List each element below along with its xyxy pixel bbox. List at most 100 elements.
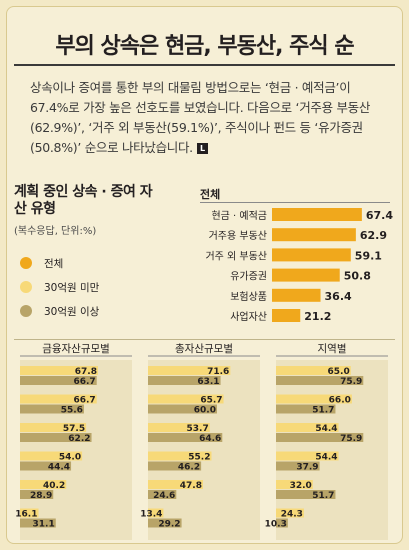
end-mark-icon: L [196,143,208,154]
over30-bar [148,376,221,385]
section-divider [14,339,395,340]
data-label: 36.4 [325,290,352,303]
over30-bar [20,433,92,442]
data-label: 54.4 [315,453,337,463]
data-label: 57.5 [63,424,85,434]
over30-bar [276,490,336,499]
over30-bar [148,490,177,499]
data-label: 67.4 [366,209,393,222]
chart-subtitle: 계획 중인 상속 · 증여 자산 유형 [14,184,153,217]
data-label: 31.1 [33,520,55,530]
chart-unit-note: (복수응답, 단위:%) [14,226,97,237]
legend-label: 전체 [44,257,64,270]
data-label: 53.7 [187,424,209,434]
legend-item-total: 전체 [20,252,99,274]
over30-bar [20,518,56,528]
data-label: 66.0 [329,396,351,406]
under30-bar [276,394,352,404]
data-label: 24.3 [281,510,303,520]
under30-bar [276,451,339,461]
under30-bar [276,423,339,432]
data-label: 37.9 [296,463,318,473]
total-bar [272,268,340,282]
total-bar [272,309,301,322]
over30-bar [20,490,54,499]
under30-bar [20,366,98,375]
data-label: 16.1 [15,510,37,520]
data-label: 21.2 [304,310,331,323]
total-bar [272,288,321,302]
data-label: 75.9 [340,377,362,387]
data-label: 13.4 [140,510,162,520]
total-chart-title: 전체 [200,188,221,201]
total-bar [272,208,362,221]
data-label: 66.7 [73,377,95,387]
data-label: 63.1 [197,377,219,387]
panel-title: 금융자산규모별 [42,343,110,355]
data-label: 64.6 [199,434,221,444]
over30-bar [20,461,72,471]
data-label: 55.2 [188,453,210,463]
over30-bar [276,376,364,385]
under30-bar [20,480,67,489]
data-label: 59.1 [355,249,382,262]
category-label: 보험상품 [230,291,267,303]
data-label: 60.0 [194,406,216,416]
data-label: 50.8 [344,270,371,283]
panel-title: 지역별 [318,343,347,355]
data-label: 55.6 [61,406,83,416]
lead-text: 상속이나 증여를 통한 부의 대물림 방법으로는 ‘현금 · 예적금’이 67.… [30,80,371,155]
data-label: 62.2 [68,434,90,444]
over30-bar [148,433,223,442]
category-label: 현금 · 예적금 [211,210,267,222]
total-bar [272,228,356,242]
lead-paragraph: 상속이나 증여를 통한 부의 대물림 방법으로는 ‘현금 · 예적금’이 67.… [30,78,390,158]
legend: 전체 30억원 미만 30억원 이상 [20,252,99,324]
data-label: 47.8 [180,481,202,491]
data-label: 29.2 [158,520,180,530]
legend-dot-icon [20,281,32,293]
over30-bar [276,461,320,471]
under30-bar [276,480,313,489]
over30-bar [276,404,336,414]
under30-bar [148,366,231,375]
panel-title: 총자산규모별 [175,343,233,355]
under30-bar [20,423,87,432]
legend-dot-icon [20,257,32,269]
under30-bar [276,366,351,375]
legend-dot-icon [20,305,32,317]
data-label: 51.7 [312,491,334,501]
data-label: 46.2 [178,463,200,473]
data-label: 54.4 [315,424,337,434]
under30-bar [276,508,304,518]
category-label: 거주 외 부동산 [205,250,267,262]
over30-bar [20,404,84,414]
data-label: 44.4 [48,463,70,473]
data-label: 67.8 [75,367,97,377]
data-label: 65.7 [200,396,222,406]
data-label: 28.9 [30,491,52,501]
under30-bar [20,394,97,404]
legend-label: 30억원 이상 [44,305,100,318]
over30-bar [20,376,97,385]
title-divider [14,64,395,66]
panel-background [148,360,260,540]
data-label: 40.2 [43,481,65,491]
legend-label: 30억원 미만 [44,281,100,294]
category-label: 거주용 부동산 [209,230,267,242]
legend-item-under30: 30억원 미만 [20,276,99,298]
under30-bar [148,480,203,489]
over30-bar [148,404,217,414]
total-chart-rule [200,202,390,203]
data-label: 54.0 [59,453,81,463]
panel-background [20,360,132,540]
data-label: 24.6 [153,491,175,501]
category-label: 사업자산 [230,310,267,323]
data-label: 10.3 [265,520,287,530]
under30-bar [148,423,210,432]
data-label: 75.9 [340,434,362,444]
over30-bar [276,433,364,442]
under30-bar [148,508,164,518]
category-label: 유가증권 [230,271,267,283]
over30-bar [148,461,202,471]
